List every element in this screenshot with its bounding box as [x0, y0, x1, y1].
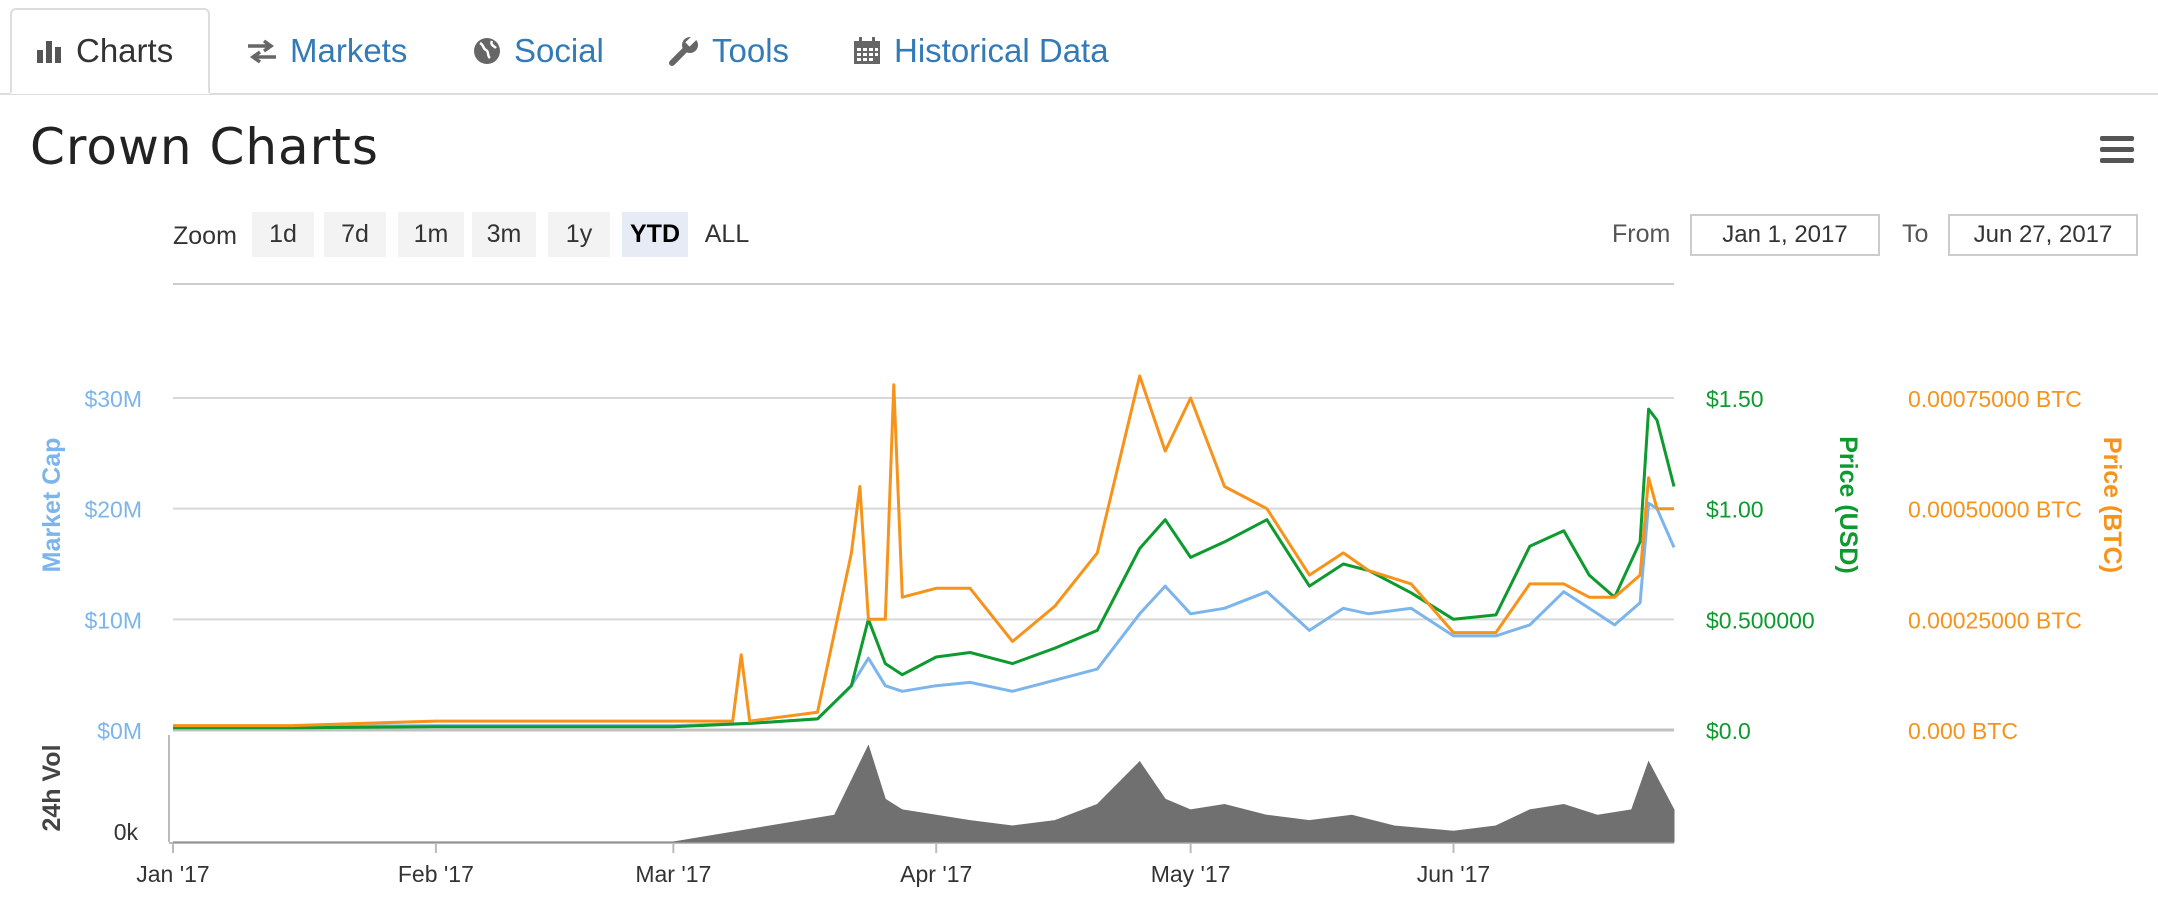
x-tick-label: May '17	[1151, 861, 1231, 887]
price-btc-series-line	[173, 374, 1674, 728]
tab-charts[interactable]: Charts	[10, 8, 210, 94]
x-tick-label: Jun '17	[1417, 861, 1490, 887]
price-usd-series-line	[173, 407, 1676, 730]
zoom-7d-button[interactable]: 7d	[324, 212, 386, 257]
tab-bar: Charts Markets Social Tools	[0, 0, 2158, 95]
price-usd-tick-label: $0.500000	[1706, 607, 1815, 633]
price-usd-axis-title: Price (USD)	[1834, 436, 1862, 574]
zoom-3m-button[interactable]: 3m	[472, 212, 536, 257]
from-label: From	[1612, 220, 1671, 248]
tab-label: Historical Data	[894, 32, 1109, 69]
price-usd-tick-label: $0.0	[1706, 718, 1751, 744]
zoom-1d-button[interactable]: 1d	[252, 212, 314, 257]
market-cap-axis-title: Market Cap	[38, 438, 66, 573]
tab-label: Markets	[290, 32, 408, 69]
from-date-input[interactable]	[1690, 214, 1880, 256]
zoom-label: Zoom	[173, 222, 237, 250]
price-btc-tick-label: 0.000 BTC	[1908, 718, 2018, 744]
x-tick-label: Mar '17	[635, 861, 711, 887]
zoom-ytd-button[interactable]: YTD	[622, 212, 688, 257]
to-label: To	[1902, 220, 1929, 248]
exchange-arrows-icon	[248, 39, 276, 64]
x-tick-label: Apr '17	[900, 861, 972, 887]
price-usd-tick-label: $1.50	[1706, 386, 1764, 412]
volume-axis-title: 24h Vol	[38, 744, 66, 831]
globe-icon	[474, 38, 500, 64]
tab-social[interactable]: Social	[448, 8, 628, 94]
price-btc-tick-label: 0.00050000 BTC	[1908, 497, 2082, 523]
price-usd-tick-label: $1.00	[1706, 497, 1764, 523]
x-tick-label: Feb '17	[398, 861, 474, 887]
price-btc-tick-label: 0.00025000 BTC	[1908, 607, 2082, 633]
tab-historical-data[interactable]: Historical Data	[828, 8, 1133, 94]
bar-chart-icon	[37, 41, 61, 63]
to-date-input[interactable]	[1948, 214, 2138, 256]
calendar-icon	[854, 37, 880, 64]
market-cap-tick-label: $10M	[84, 607, 142, 633]
tab-bar-divider	[0, 93, 2158, 95]
menu-icon[interactable]	[2100, 136, 2134, 164]
zoom-1m-button[interactable]: 1m	[398, 212, 464, 257]
tab-label: Charts	[76, 32, 174, 69]
market-cap-tick-label: $30M	[84, 386, 142, 412]
tab-label: Social	[514, 32, 604, 69]
price-btc-axis-title: Price (BTC)	[2098, 437, 2126, 573]
volume-tick-label: 0k	[114, 819, 139, 845]
page-title: Crown Charts	[30, 118, 379, 176]
zoom-1y-button[interactable]: 1y	[548, 212, 610, 257]
tab-markets[interactable]: Markets	[222, 8, 431, 94]
market-cap-tick-label: $0M	[97, 718, 142, 744]
x-tick-label: Jan '17	[136, 861, 209, 887]
zoom-all-button[interactable]: ALL	[694, 212, 760, 257]
tab-tools[interactable]: Tools	[644, 8, 813, 94]
wrench-icon	[669, 35, 698, 66]
market-cap-tick-label: $20M	[84, 497, 142, 523]
price-btc-tick-label: 0.00075000 BTC	[1908, 386, 2082, 412]
tab-label: Tools	[712, 32, 790, 69]
volume-area	[173, 744, 1675, 843]
